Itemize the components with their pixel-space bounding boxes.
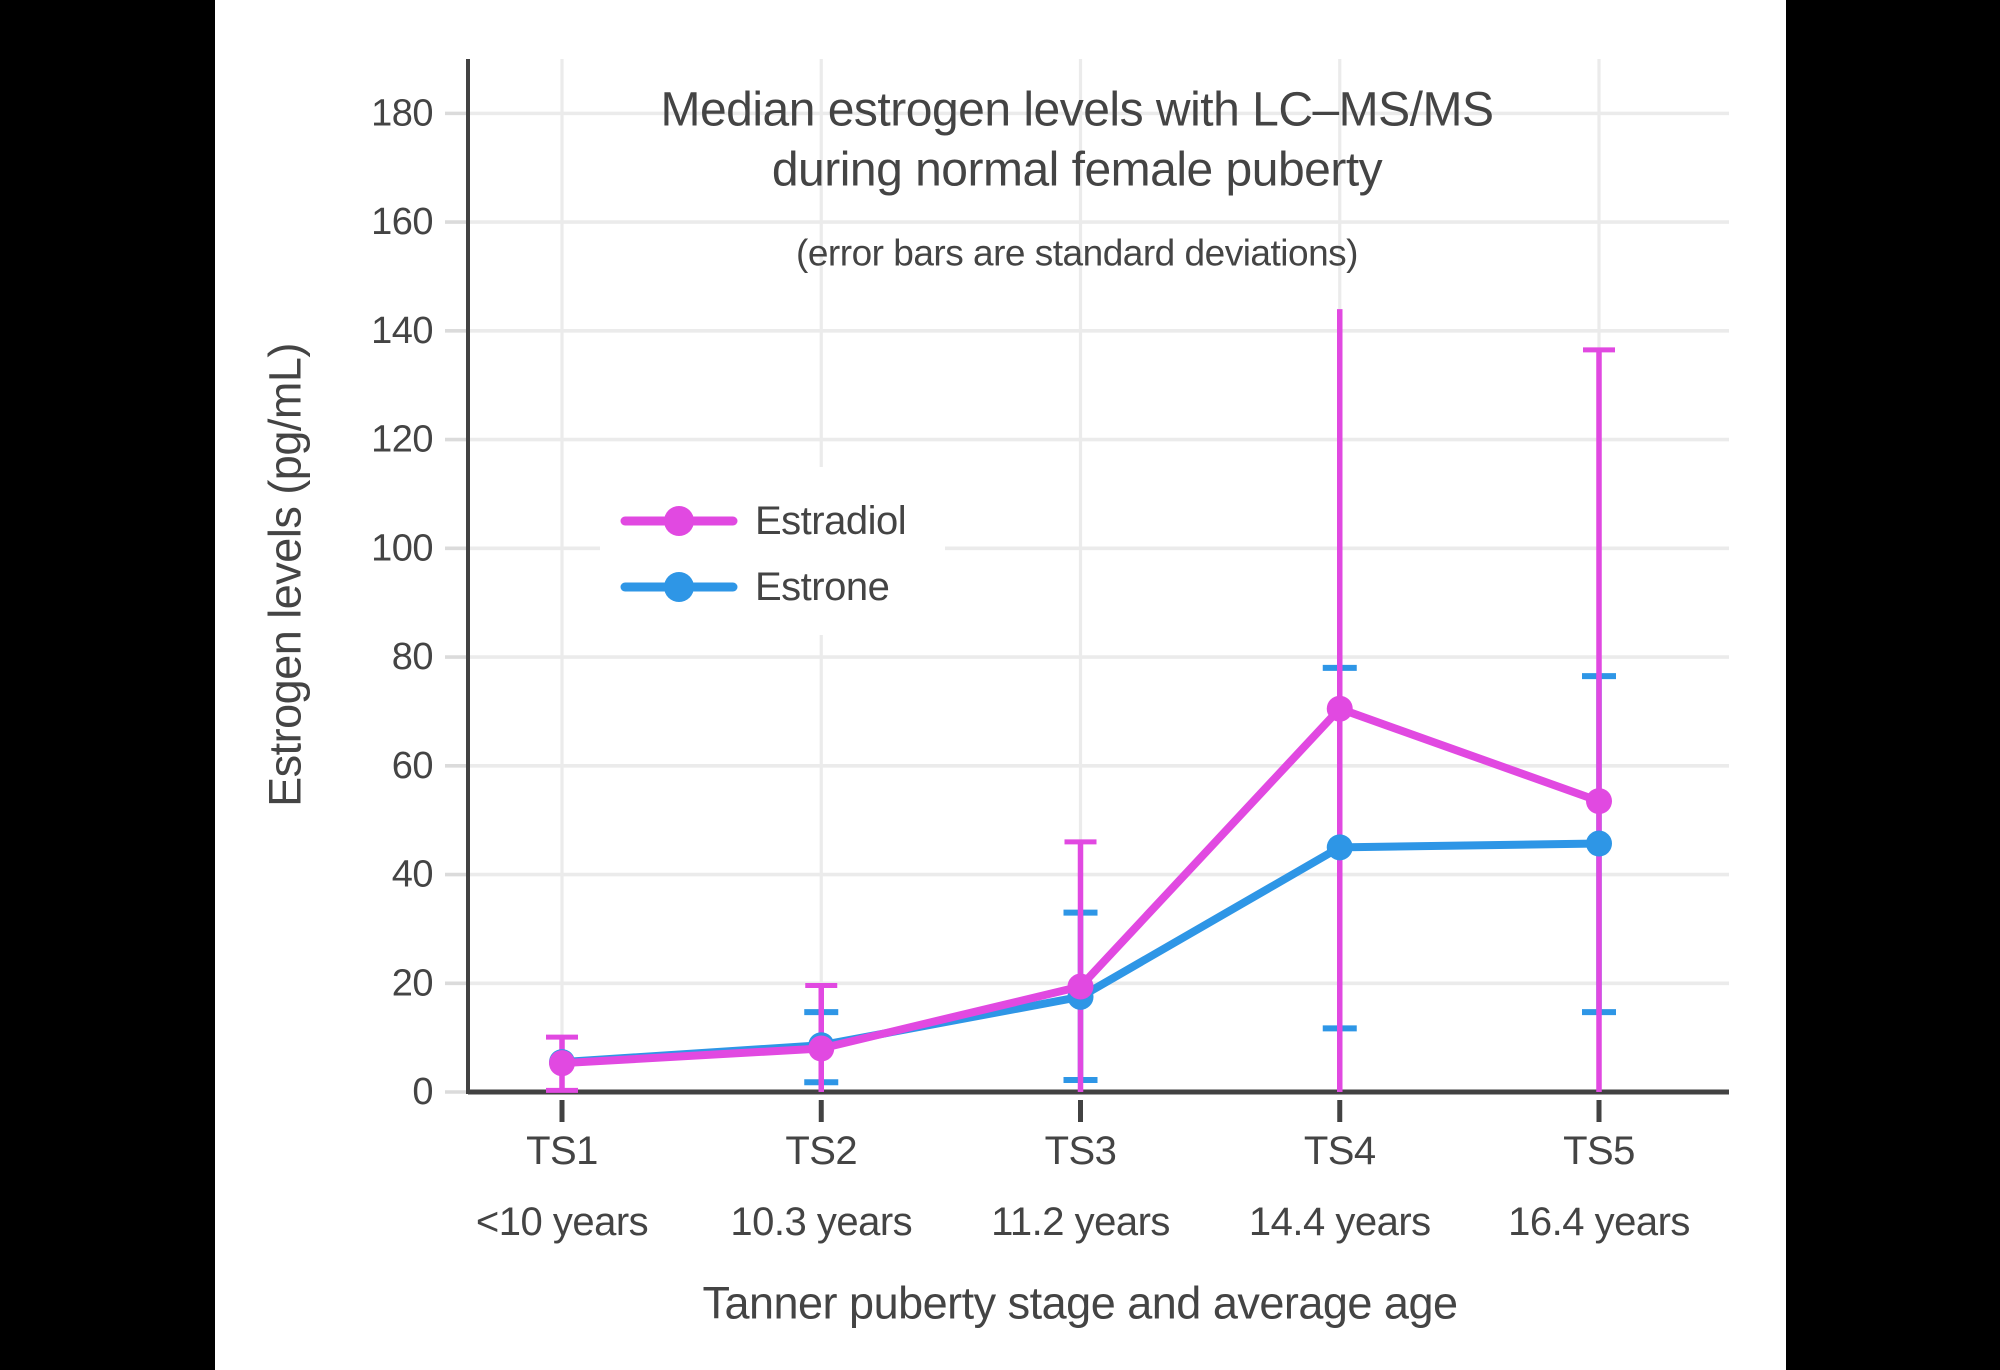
legend: Estradiol Estrone: [600, 467, 945, 635]
x-tick-stage-label: TS1: [526, 1129, 598, 1173]
y-tick-label: 180: [371, 92, 433, 134]
legend-marker-dot: [664, 506, 694, 536]
data-point-estradiol: [1326, 695, 1353, 722]
x-tick-age-label: 11.2 years: [991, 1200, 1170, 1244]
chart-title-line2: during normal female puberty: [772, 144, 1383, 197]
x-tick-age-label: 16.4 years: [1508, 1200, 1690, 1244]
x-tick-age-label: 10.3 years: [730, 1200, 912, 1244]
x-tick-stage-label: TS3: [1045, 1129, 1117, 1173]
y-tick-label: 40: [392, 854, 433, 896]
x-tick-stage-label: TS2: [785, 1129, 857, 1173]
x-tick-stage-label: TS5: [1563, 1129, 1635, 1173]
legend-label-estrone: Estrone: [755, 565, 889, 609]
x-axis: TS1 <10 years TS2 10.3 years TS3 11.2 years TS…: [476, 1100, 1690, 1244]
chart-title-line1: Median estrogen levels with LC–MS/MS: [660, 84, 1493, 137]
x-tick-age-label: <10 years: [476, 1200, 648, 1244]
titles: Median estrogen levels with LC–MS/MS duri…: [260, 84, 1495, 1329]
legend-item-estrone: Estrone: [620, 565, 890, 609]
y-tick-label: 20: [392, 962, 433, 1004]
y-tick-label: 120: [371, 419, 433, 461]
data-point-estrone: [1586, 830, 1612, 857]
y-tick-label: 160: [371, 201, 433, 243]
y-tick-label: 140: [371, 310, 433, 352]
chart-panel: 0 20 40 60 80 100 120 140 160 180 TS1 <10 years TS2 1…: [215, 0, 1786, 1370]
legend-marker-dot: [664, 572, 694, 602]
y-axis: 0 20 40 60 80 100 120 140 160 180: [371, 59, 1729, 1113]
x-tick-age-label: 14.4 years: [1249, 1200, 1431, 1244]
data-point-estradiol: [1067, 973, 1094, 1000]
y-tick-label: 60: [392, 745, 433, 787]
chart-subtitle: (error bars are standard deviations): [796, 233, 1358, 274]
x-axis-title: Tanner puberty stage and average age: [702, 1278, 1457, 1329]
data-point-estradiol: [808, 1035, 835, 1062]
y-axis-title: Estrogen levels (pg/mL): [260, 343, 311, 807]
x-tick-stage-label: TS4: [1304, 1129, 1376, 1173]
legend-bg: [600, 467, 945, 635]
line-chart: 0 20 40 60 80 100 120 140 160 180 TS1 <10 years TS2 1…: [260, 59, 1729, 1329]
data-point-estrone: [1326, 834, 1353, 861]
y-tick-label: 0: [412, 1071, 433, 1113]
data-point-estradiol: [1586, 788, 1612, 815]
y-tick-label: 80: [392, 636, 433, 678]
legend-item-estradiol: Estradiol: [620, 499, 907, 543]
y-tick-label: 100: [371, 527, 433, 569]
legend-label-estradiol: Estradiol: [755, 499, 906, 543]
series-estradiol: [549, 695, 1612, 1077]
data-point-estradiol: [549, 1050, 575, 1077]
